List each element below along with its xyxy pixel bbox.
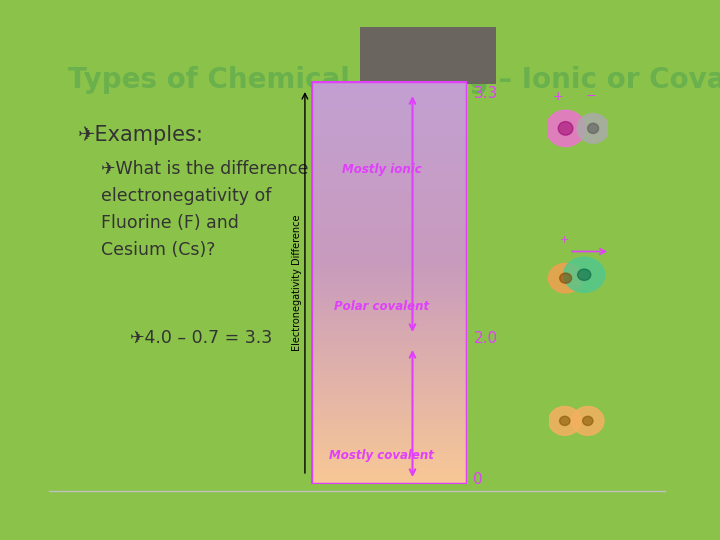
Circle shape — [558, 122, 573, 135]
Text: Mostly ionic: Mostly ionic — [341, 163, 421, 176]
Text: 2.0: 2.0 — [474, 332, 498, 347]
Circle shape — [588, 123, 598, 133]
Circle shape — [559, 273, 572, 284]
Circle shape — [549, 407, 581, 435]
Bar — [360, 27, 496, 84]
Circle shape — [546, 110, 585, 146]
Text: Mostly covalent: Mostly covalent — [329, 449, 434, 462]
Circle shape — [559, 416, 570, 426]
Text: +: + — [553, 90, 564, 103]
Text: ✈Examples:: ✈Examples: — [78, 125, 204, 145]
Circle shape — [564, 257, 605, 292]
Circle shape — [549, 264, 583, 293]
Text: ✈What is the difference in
electronegativity of
Fluorine (F) and
Cesium (Cs)?: ✈What is the difference in electronegati… — [101, 160, 330, 259]
Text: Electronegativity Difference: Electronegativity Difference — [292, 214, 302, 351]
Circle shape — [577, 113, 609, 143]
Text: 0: 0 — [474, 472, 483, 488]
Text: Types of Chemical Bonding – Ionic or Covalent?: Types of Chemical Bonding – Ionic or Cov… — [68, 66, 720, 94]
Text: −: − — [586, 90, 596, 103]
Text: 3.3: 3.3 — [474, 86, 498, 100]
Text: ✈4.0 – 0.7 = 3.3: ✈4.0 – 0.7 = 3.3 — [130, 329, 272, 347]
Circle shape — [577, 269, 591, 280]
Text: Polar covalent: Polar covalent — [334, 300, 429, 313]
Text: +: + — [559, 235, 569, 245]
Circle shape — [572, 407, 604, 435]
Circle shape — [582, 416, 593, 426]
